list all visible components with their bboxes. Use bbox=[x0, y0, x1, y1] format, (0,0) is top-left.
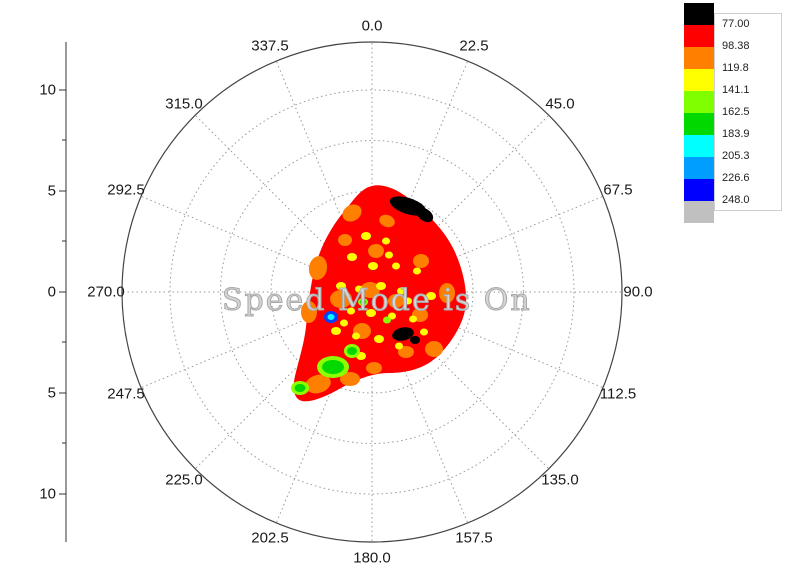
contour-green-cells bbox=[294, 299, 366, 392]
contour-black-cells bbox=[389, 196, 434, 344]
contour-cyan-cell bbox=[324, 311, 338, 323]
legend-label-frame bbox=[714, 13, 782, 211]
legend-swatch bbox=[684, 201, 714, 223]
legend-swatch bbox=[684, 179, 714, 201]
legend-swatch bbox=[684, 135, 714, 157]
angular-tick-label: 22.5 bbox=[459, 37, 489, 55]
watermark-text: Speed Mode is On bbox=[222, 283, 532, 319]
legend-label: 183.9 bbox=[722, 128, 750, 140]
contour-yellow-cells bbox=[331, 232, 436, 360]
polar-outer-circle bbox=[121, 41, 623, 543]
angular-tick-label: 247.5 bbox=[107, 385, 145, 403]
angular-tick-label: 315.0 bbox=[165, 95, 203, 113]
legend-swatch bbox=[684, 113, 714, 135]
legend-swatch bbox=[684, 47, 714, 69]
angular-tick-label: 67.5 bbox=[603, 181, 633, 199]
color-scale-legend: 77.00 98.38 119.8 141.1 162.5 183.9 205.… bbox=[684, 3, 794, 248]
radial-tick-label: 0 bbox=[47, 283, 56, 301]
angular-tick-label: 225.0 bbox=[165, 471, 203, 489]
legend-label: 119.8 bbox=[722, 62, 749, 74]
angular-tick-label: 180.0 bbox=[353, 549, 391, 567]
radial-tick-label: 5 bbox=[47, 182, 56, 200]
color-scale-swatches bbox=[684, 3, 714, 223]
legend-label: 248.0 bbox=[722, 194, 750, 206]
legend-swatch bbox=[684, 25, 714, 47]
contour-base bbox=[293, 185, 467, 402]
legend-label: 226.6 bbox=[722, 172, 750, 184]
radial-tick-label: 10 bbox=[39, 81, 56, 99]
angular-tick-label: 90.0 bbox=[623, 283, 653, 301]
contour-orange-cells bbox=[301, 204, 455, 394]
legend-label: 77.00 bbox=[722, 18, 750, 30]
legend-swatch bbox=[684, 91, 714, 113]
angular-tick-label: 45.0 bbox=[545, 95, 575, 113]
legend-label: 205.3 bbox=[722, 150, 750, 162]
angular-tick-label: 112.5 bbox=[599, 385, 637, 403]
angular-tick-label: 202.5 bbox=[251, 529, 289, 547]
legend-label: 98.38 bbox=[722, 40, 750, 52]
contour-patch bbox=[291, 185, 467, 402]
legend-swatch bbox=[684, 69, 714, 91]
legend-swatch bbox=[684, 157, 714, 179]
angular-tick-label: 135.0 bbox=[541, 471, 579, 489]
radial-tick-label: 10 bbox=[39, 485, 56, 503]
angular-tick-label: 270.0 bbox=[87, 283, 125, 301]
angular-tick-label: 337.5 bbox=[251, 37, 289, 55]
legend-label: 141.1 bbox=[722, 84, 750, 96]
angular-tick-label: 157.5 bbox=[455, 529, 493, 547]
angular-tick-label: 292.5 bbox=[107, 181, 145, 199]
legend-label: 162.5 bbox=[722, 106, 750, 118]
radial-axis bbox=[59, 42, 67, 542]
angular-tick-label: 0.0 bbox=[361, 17, 383, 35]
legend-swatch bbox=[684, 3, 714, 25]
radial-tick-label: 5 bbox=[47, 384, 56, 402]
